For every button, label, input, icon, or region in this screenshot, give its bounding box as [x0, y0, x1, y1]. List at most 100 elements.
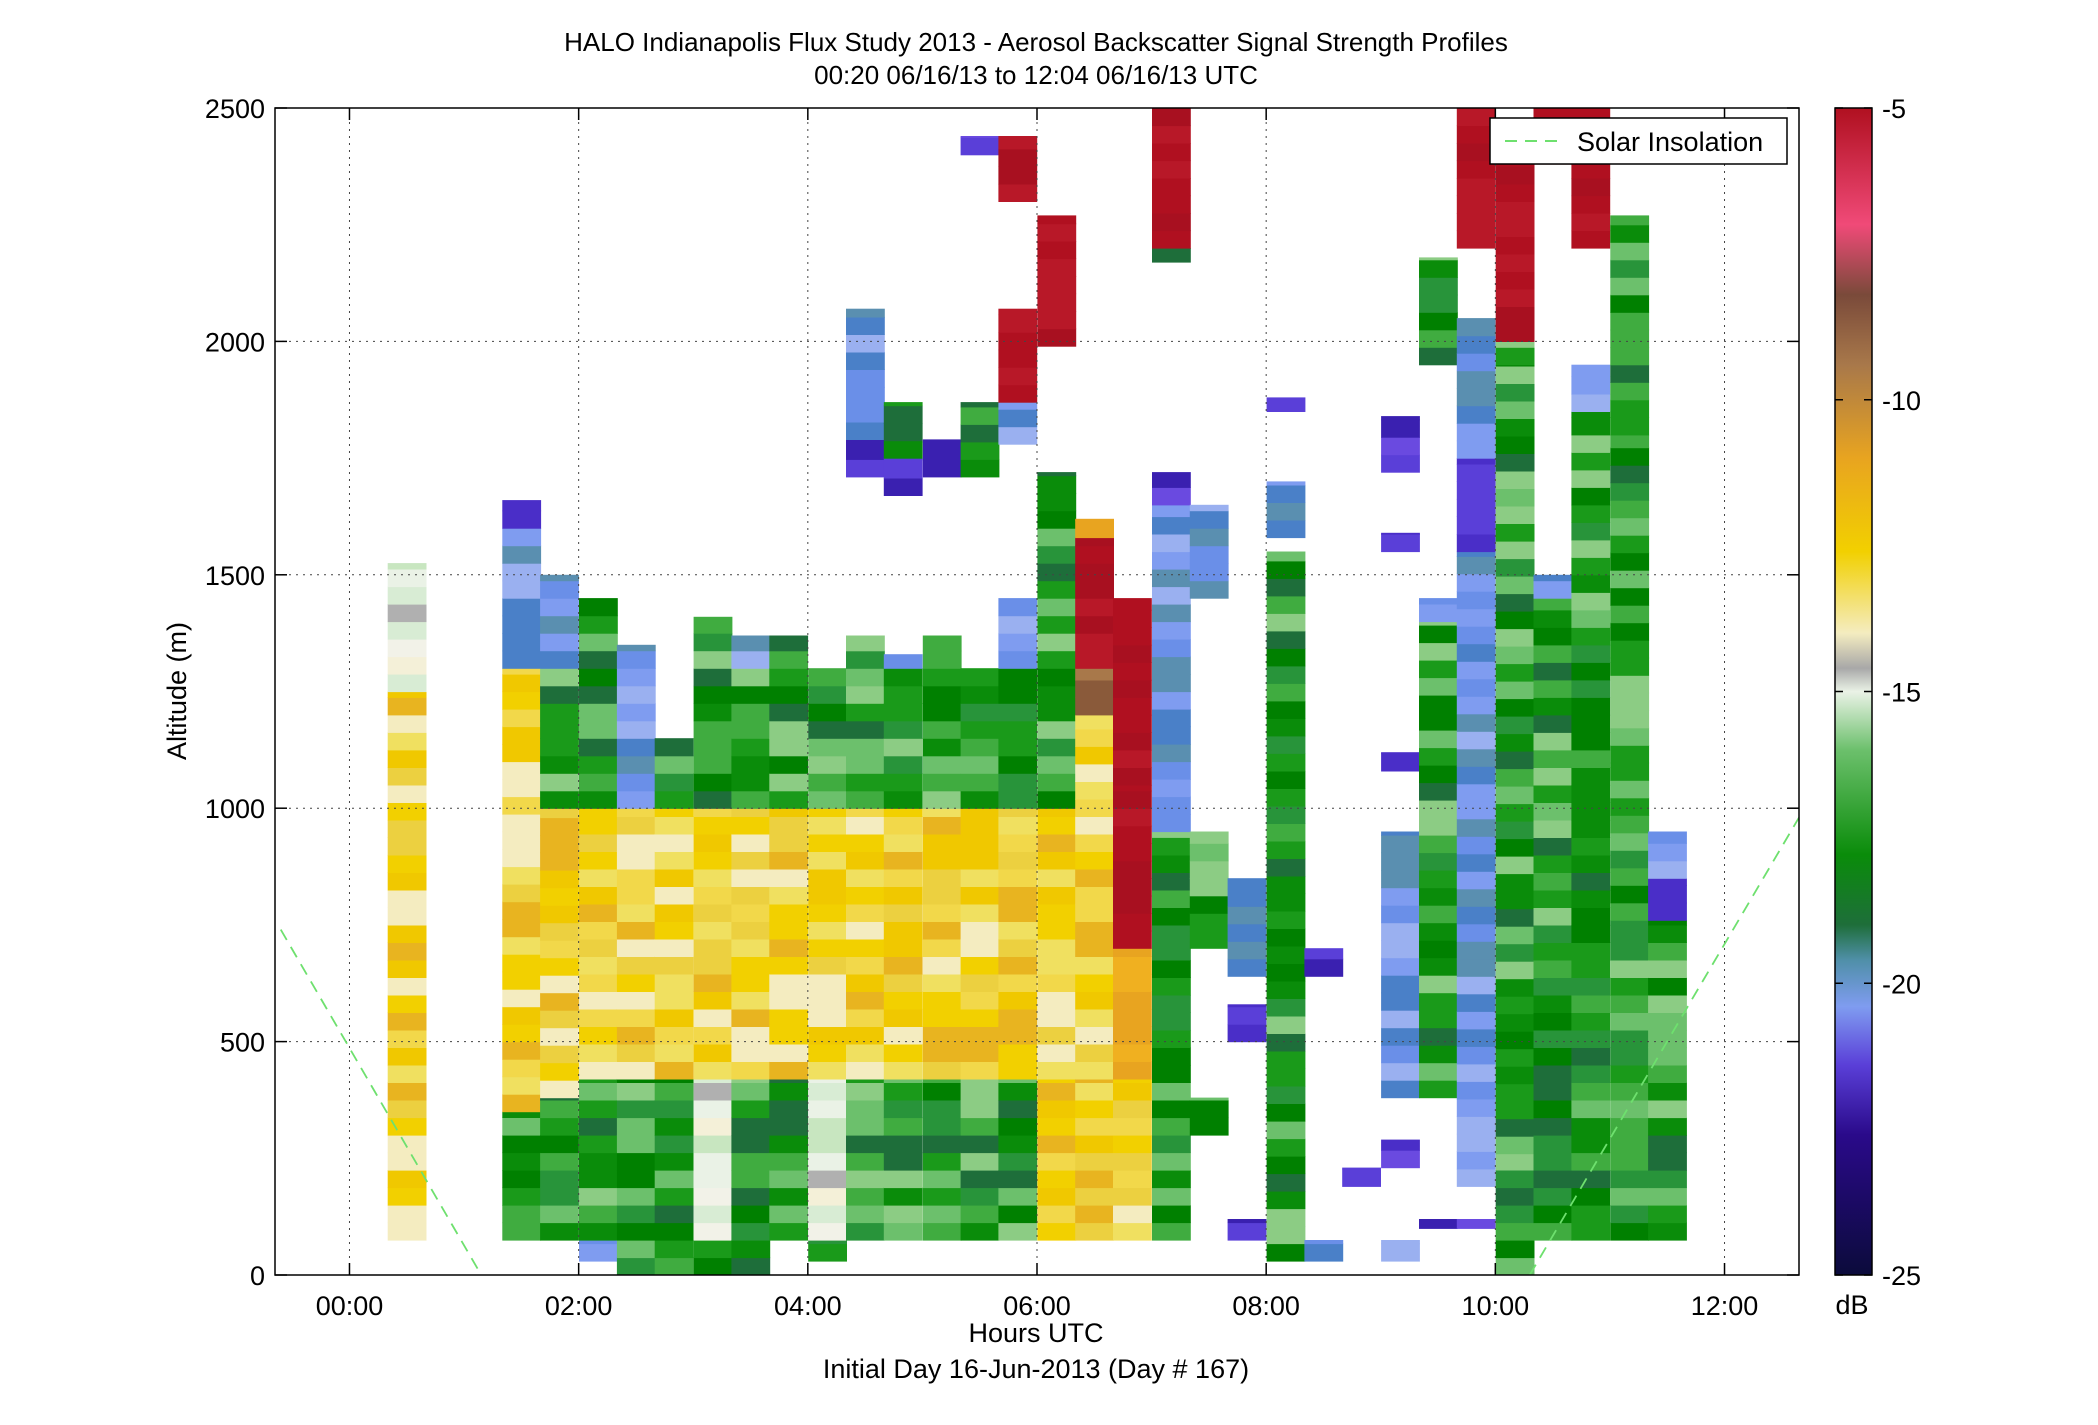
heatmap-cell — [769, 685, 809, 704]
y-axis-label: Altitude (m) — [162, 622, 192, 760]
heatmap-cell — [1266, 648, 1306, 667]
heatmap-cell — [1456, 423, 1496, 442]
heatmap-cell — [1456, 643, 1496, 662]
heatmap-cell — [616, 738, 656, 757]
heatmap-cell — [1075, 1222, 1114, 1241]
heatmap-cell — [1152, 796, 1191, 815]
heatmap-cell — [731, 668, 771, 687]
heatmap-cell — [502, 1170, 542, 1189]
heatmap-cell — [1495, 253, 1535, 272]
heatmap-cell — [1152, 779, 1191, 798]
heatmap-cell — [808, 1117, 847, 1136]
colorbar-unit-label: dB — [1835, 1290, 1868, 1320]
heatmap-cell — [1571, 854, 1611, 873]
heatmap-cell — [616, 938, 656, 957]
heatmap-cell — [616, 1222, 656, 1241]
heatmap-cell — [883, 1043, 923, 1062]
heatmap-cell — [540, 870, 579, 889]
heatmap-cell — [540, 922, 579, 941]
heatmap-cell — [998, 1078, 1038, 1083]
heatmap-cell — [998, 703, 1038, 722]
heatmap-cell — [1648, 1064, 1687, 1083]
heatmap-cell — [1037, 633, 1077, 652]
heatmap-cell — [1152, 889, 1191, 908]
heatmap-cell — [540, 1027, 579, 1046]
heatmap-cell — [654, 868, 694, 887]
heatmap-cell — [1189, 831, 1229, 844]
heatmap-cell — [1610, 1064, 1650, 1083]
heatmap-cell — [883, 790, 923, 809]
heatmap-cell — [1152, 1135, 1191, 1154]
heatmap-cell — [1533, 889, 1573, 908]
heatmap-cell — [1533, 580, 1573, 599]
heatmap-cell — [616, 703, 656, 722]
heatmap-cell — [1648, 942, 1687, 961]
heatmap-cell — [998, 886, 1038, 905]
heatmap-cell — [502, 510, 542, 529]
heatmap-cell — [1152, 872, 1191, 891]
heatmap-cell — [846, 1135, 885, 1154]
heatmap-cell — [616, 1257, 656, 1275]
heatmap-cell — [502, 1041, 542, 1060]
heatmap-cell — [960, 136, 1000, 138]
heatmap-cell — [540, 1135, 579, 1154]
heatmap-cell — [960, 1187, 1000, 1206]
heatmap-cell — [960, 886, 1000, 905]
heatmap-cell — [1266, 484, 1306, 503]
heatmap-cell — [846, 773, 885, 792]
heatmap-cell — [693, 1257, 733, 1275]
heatmap-cell — [616, 1187, 656, 1206]
heatmap-cell — [654, 956, 694, 975]
heatmap-cell — [1113, 749, 1152, 768]
heatmap-cell — [693, 1170, 733, 1189]
heatmap-cell — [693, 808, 733, 817]
y-tick-label: 0 — [250, 1261, 265, 1291]
heatmap-cell — [1456, 143, 1496, 162]
heatmap-cell — [883, 991, 923, 1010]
heatmap-cell — [1075, 886, 1114, 905]
heatmap-cell — [1648, 1170, 1687, 1189]
heatmap-cell — [1075, 520, 1114, 539]
heatmap-cell — [1533, 977, 1573, 996]
heatmap-cell — [1456, 1063, 1496, 1082]
heatmap-cell — [960, 868, 1000, 887]
heatmap-cell — [1342, 1168, 1381, 1187]
heatmap-cell — [387, 586, 427, 605]
heatmap-cell — [1113, 644, 1152, 663]
heatmap-cell — [1075, 518, 1114, 521]
heatmap-cell — [1610, 347, 1650, 366]
heatmap-cell — [1266, 1085, 1306, 1104]
heatmap-cell — [998, 1008, 1038, 1027]
heatmap-cell — [998, 1082, 1038, 1101]
heatmap-cell — [1571, 627, 1611, 646]
heatmap-cell — [1533, 1029, 1573, 1048]
heatmap-cell — [883, 1061, 923, 1080]
heatmap-cell — [654, 938, 694, 957]
heatmap-cell — [1456, 783, 1496, 802]
heatmap-cell — [731, 868, 771, 887]
heatmap-cell — [1533, 609, 1573, 628]
heatmap-cell — [1075, 1152, 1114, 1171]
heatmap-cell — [387, 563, 427, 570]
heatmap-cell — [731, 773, 771, 792]
heatmap-cell — [1610, 1100, 1650, 1119]
heatmap-cell — [1113, 1222, 1152, 1241]
heatmap-cell — [616, 1061, 656, 1080]
heatmap-cell — [1152, 942, 1191, 961]
heatmap-cell — [922, 703, 962, 722]
heatmap-cell — [1571, 714, 1611, 733]
heatmap-cell — [731, 1240, 771, 1259]
heatmap-cell — [883, 1082, 923, 1101]
heatmap-cell — [1495, 996, 1535, 1015]
heatmap-cell — [693, 685, 733, 704]
heatmap-cell — [922, 790, 962, 809]
heatmap-cell — [1266, 1121, 1306, 1140]
heatmap-cell — [1037, 472, 1077, 477]
heatmap-cell — [579, 773, 618, 792]
heatmap-cell — [1037, 1082, 1077, 1101]
heatmap-cell — [1227, 878, 1267, 890]
heatmap-cell — [387, 714, 427, 733]
heatmap-cell — [1610, 1170, 1650, 1189]
heatmap-cell — [883, 1078, 923, 1083]
heatmap-cell — [1152, 125, 1191, 144]
